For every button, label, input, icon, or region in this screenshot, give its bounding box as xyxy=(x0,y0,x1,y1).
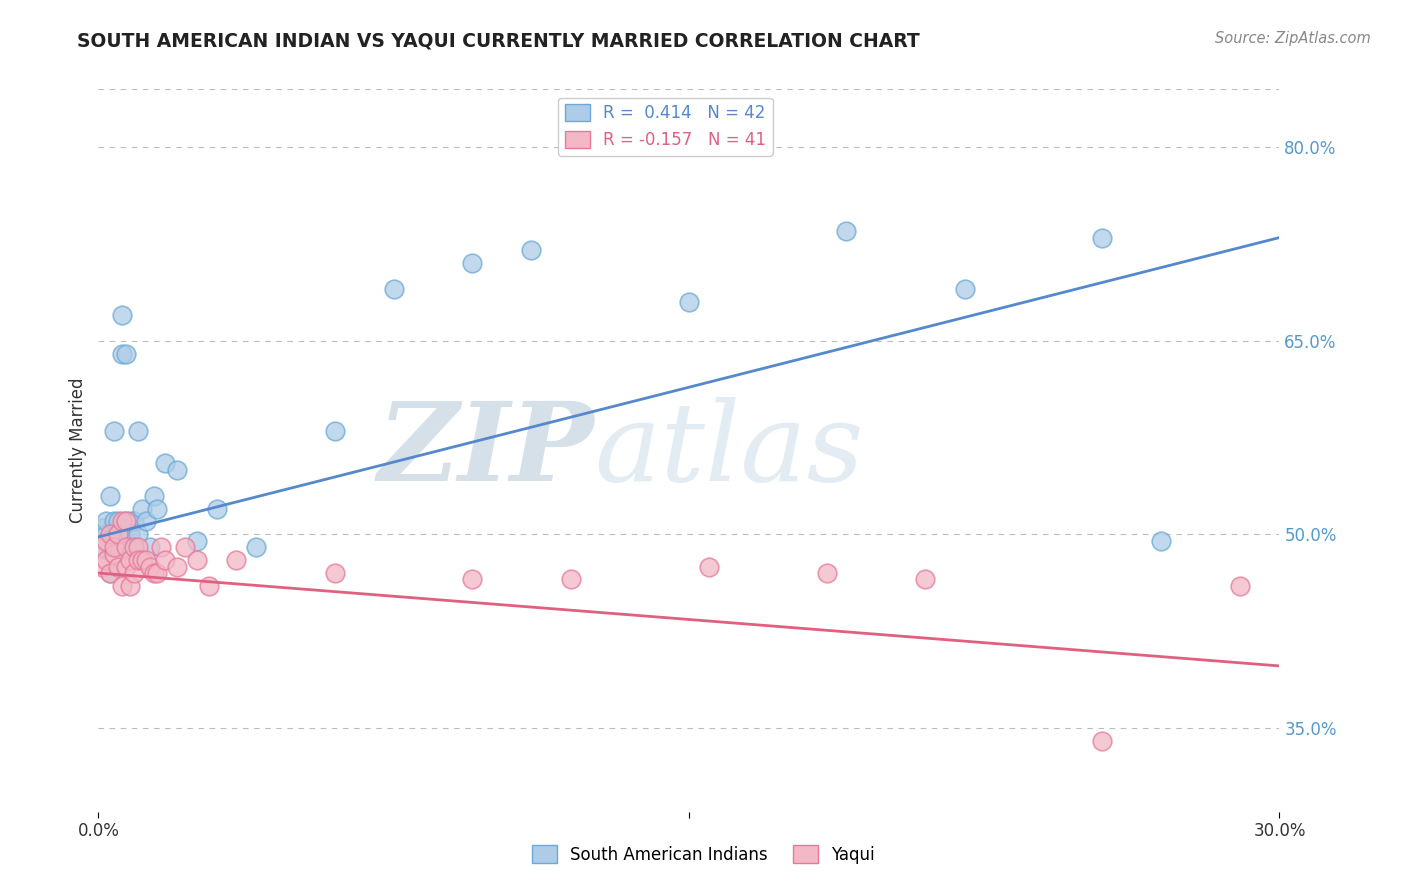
Point xyxy=(131,553,153,567)
Point xyxy=(98,540,121,554)
Point xyxy=(96,527,118,541)
Point xyxy=(245,540,267,554)
Point xyxy=(118,579,141,593)
Point xyxy=(98,566,121,580)
Point xyxy=(122,566,145,580)
Point xyxy=(560,573,582,587)
Point xyxy=(155,553,177,567)
Point xyxy=(1229,579,1251,593)
Point xyxy=(107,515,129,529)
Point xyxy=(1150,533,1173,548)
Point xyxy=(91,540,114,554)
Point xyxy=(122,515,145,529)
Point xyxy=(166,463,188,477)
Legend: South American Indians, Yaqui: South American Indians, Yaqui xyxy=(524,838,882,871)
Point xyxy=(96,533,118,548)
Point xyxy=(103,515,125,529)
Point xyxy=(815,566,838,580)
Point xyxy=(953,282,976,296)
Point xyxy=(107,540,129,554)
Point xyxy=(127,540,149,554)
Point xyxy=(115,515,138,529)
Point xyxy=(115,540,138,554)
Point xyxy=(111,347,134,361)
Point xyxy=(150,540,173,554)
Point xyxy=(111,515,134,529)
Point xyxy=(323,566,346,580)
Point xyxy=(155,456,177,470)
Point xyxy=(115,559,138,574)
Point xyxy=(131,501,153,516)
Point xyxy=(382,282,405,296)
Point xyxy=(127,424,149,438)
Point xyxy=(186,533,208,548)
Text: ZIP: ZIP xyxy=(378,397,595,504)
Point xyxy=(103,547,125,561)
Point xyxy=(166,559,188,574)
Point xyxy=(174,540,197,554)
Point xyxy=(914,573,936,587)
Text: atlas: atlas xyxy=(595,397,865,504)
Point xyxy=(91,521,114,535)
Point xyxy=(146,566,169,580)
Point xyxy=(96,515,118,529)
Point xyxy=(135,553,157,567)
Point xyxy=(697,559,720,574)
Point xyxy=(1091,230,1114,244)
Point xyxy=(205,501,228,516)
Point xyxy=(323,424,346,438)
Point xyxy=(91,540,114,554)
Point xyxy=(186,553,208,567)
Point xyxy=(91,559,114,574)
Point xyxy=(1091,733,1114,747)
Point xyxy=(225,553,247,567)
Point xyxy=(142,489,165,503)
Point xyxy=(461,573,484,587)
Point xyxy=(118,515,141,529)
Text: Source: ZipAtlas.com: Source: ZipAtlas.com xyxy=(1215,31,1371,46)
Point xyxy=(115,347,138,361)
Point xyxy=(111,579,134,593)
Point xyxy=(118,553,141,567)
Point xyxy=(127,527,149,541)
Point xyxy=(118,527,141,541)
Point xyxy=(107,559,129,574)
Point xyxy=(135,515,157,529)
Point xyxy=(461,256,484,270)
Point xyxy=(107,527,129,541)
Point xyxy=(103,540,125,554)
Point xyxy=(142,566,165,580)
Point xyxy=(98,527,121,541)
Point xyxy=(678,295,700,310)
Point xyxy=(122,540,145,554)
Point xyxy=(111,308,134,322)
Point xyxy=(146,501,169,516)
Point xyxy=(107,527,129,541)
Point xyxy=(98,566,121,580)
Point xyxy=(103,424,125,438)
Point xyxy=(520,244,543,258)
Point xyxy=(127,553,149,567)
Y-axis label: Currently Married: Currently Married xyxy=(69,377,87,524)
Point xyxy=(111,527,134,541)
Point xyxy=(138,540,160,554)
Point xyxy=(122,540,145,554)
Point xyxy=(115,515,138,529)
Point xyxy=(138,559,160,574)
Point xyxy=(197,579,219,593)
Legend: R =  0.414   N = 42, R = -0.157   N = 41: R = 0.414 N = 42, R = -0.157 N = 41 xyxy=(558,97,773,155)
Text: SOUTH AMERICAN INDIAN VS YAQUI CURRENTLY MARRIED CORRELATION CHART: SOUTH AMERICAN INDIAN VS YAQUI CURRENTLY… xyxy=(77,31,920,50)
Point xyxy=(96,553,118,567)
Point xyxy=(98,489,121,503)
Point xyxy=(835,224,858,238)
